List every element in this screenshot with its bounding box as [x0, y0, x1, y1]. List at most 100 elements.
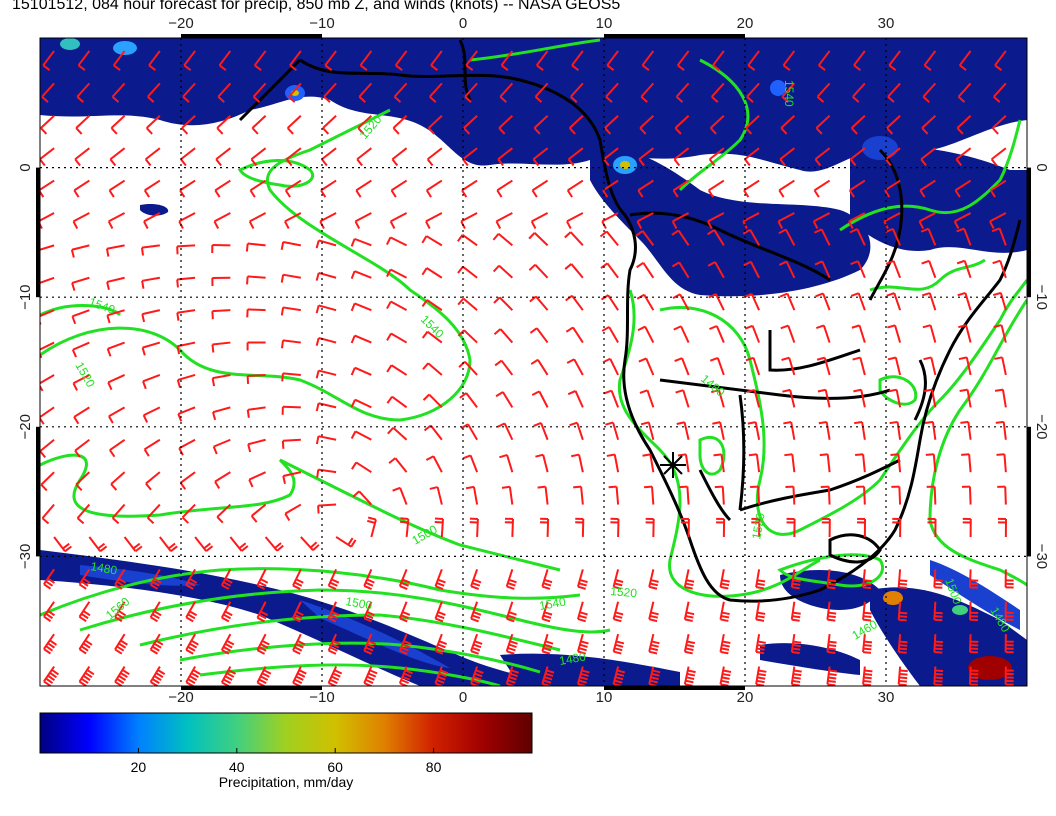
- wind-barb: [500, 50, 514, 71]
- wind-barb: [315, 304, 337, 314]
- wind-barb: [748, 453, 761, 473]
- wind-barb: [884, 179, 901, 198]
- wind-barb: [994, 356, 1007, 376]
- wind-barb: [434, 601, 446, 623]
- wind-barb: [41, 503, 55, 525]
- wind-barb: [671, 229, 690, 246]
- wind-barb: [956, 227, 972, 246]
- wind-barb: [671, 261, 690, 279]
- wind-barb: [564, 231, 584, 247]
- wind-barb: [220, 601, 233, 623]
- wind-barb: [612, 601, 624, 623]
- wind-barb: [457, 265, 478, 279]
- wind-barb: [921, 292, 937, 311]
- wind-barb: [711, 82, 725, 103]
- wind-barb: [421, 235, 443, 247]
- colorbar-tick-label: 60: [327, 759, 343, 775]
- wind-barb: [280, 306, 302, 316]
- wind-barb: [363, 601, 375, 623]
- wind-barb: [286, 115, 302, 135]
- wind-barb: [398, 666, 413, 686]
- wind-barb: [110, 471, 126, 491]
- wind-barb: [217, 82, 232, 103]
- wind-barb: [921, 259, 937, 279]
- wind-barb: [528, 263, 549, 279]
- wind-barb: [707, 212, 725, 229]
- wind-barb: [535, 50, 549, 71]
- wind-barb: [954, 179, 972, 198]
- wind-barb: [933, 601, 943, 622]
- wind-barb: [816, 82, 831, 103]
- wind-barb: [849, 228, 866, 246]
- wind-barb: [316, 468, 337, 478]
- wind-barb: [423, 424, 443, 441]
- wind-barb: [956, 115, 972, 135]
- wind-barb: [648, 569, 659, 590]
- contour-label: 1500: [344, 594, 373, 612]
- wind-barb: [707, 179, 725, 198]
- wind-barb: [214, 471, 231, 489]
- wind-barb: [887, 324, 902, 343]
- wind-barb: [713, 453, 725, 473]
- wind-barb: [636, 261, 655, 279]
- wind-barb: [1004, 601, 1014, 621]
- wind-barb: [992, 291, 1007, 311]
- wind-barb: [462, 147, 478, 167]
- map-frame: [39, 37, 1028, 687]
- height-contours: [40, 38, 1027, 686]
- frame-bar-right: [1027, 426, 1031, 557]
- wind-barb: [565, 294, 584, 311]
- wind-barb: [470, 633, 483, 655]
- wind-barb: [815, 324, 831, 343]
- wind-barb: [602, 179, 619, 198]
- lat-tick-label-left: 0: [17, 163, 34, 171]
- wind-barb: [284, 503, 302, 522]
- wind-barb: [327, 568, 340, 590]
- wind-barb: [639, 115, 655, 135]
- wind-barb: [612, 633, 625, 655]
- wind-barb: [816, 356, 831, 376]
- contour-label: 1520: [749, 511, 767, 540]
- wind-barb: [42, 50, 55, 71]
- wind-barb: [109, 147, 126, 167]
- wind-barb: [78, 568, 91, 590]
- wind-barb: [181, 115, 196, 135]
- wind-barb: [143, 179, 161, 198]
- wind-barb: [75, 471, 91, 491]
- wind-barb: [755, 601, 766, 622]
- wind-barb: [745, 115, 760, 135]
- wind-barb: [672, 179, 690, 198]
- wind-barb: [284, 179, 302, 198]
- wind-barb: [288, 82, 302, 103]
- lat-tick-label-right: −30: [1033, 544, 1050, 569]
- wind-barb: [114, 601, 127, 623]
- wind-barb: [386, 268, 408, 279]
- wind-barb: [888, 50, 901, 71]
- wind-barb: [897, 569, 908, 589]
- wind-barb: [674, 115, 690, 135]
- wind-barb: [183, 50, 196, 71]
- wind-barb: [707, 229, 725, 246]
- wind-barb: [778, 228, 796, 246]
- wind-barb: [961, 453, 972, 473]
- wind-barb: [425, 212, 443, 229]
- wind-barb: [40, 374, 55, 392]
- wind-barb: [350, 237, 372, 247]
- wind-barb: [683, 666, 696, 686]
- wind-barb: [71, 276, 90, 291]
- wind-barb: [457, 234, 478, 247]
- wind-barb: [848, 179, 866, 198]
- wind-barb: [176, 373, 196, 388]
- wind-barb: [573, 485, 584, 505]
- wind-barb: [388, 457, 408, 473]
- wind-barb: [856, 517, 867, 537]
- wind-barb: [571, 453, 584, 473]
- wind-barb: [933, 634, 943, 654]
- wind-barb: [778, 260, 796, 279]
- wind-barb: [570, 82, 584, 103]
- wind-barb: [392, 115, 408, 135]
- wind-barb: [105, 244, 125, 257]
- wind-barb: [78, 633, 93, 655]
- colorbar-tick-label: 40: [229, 759, 245, 775]
- wind-barb: [386, 364, 408, 376]
